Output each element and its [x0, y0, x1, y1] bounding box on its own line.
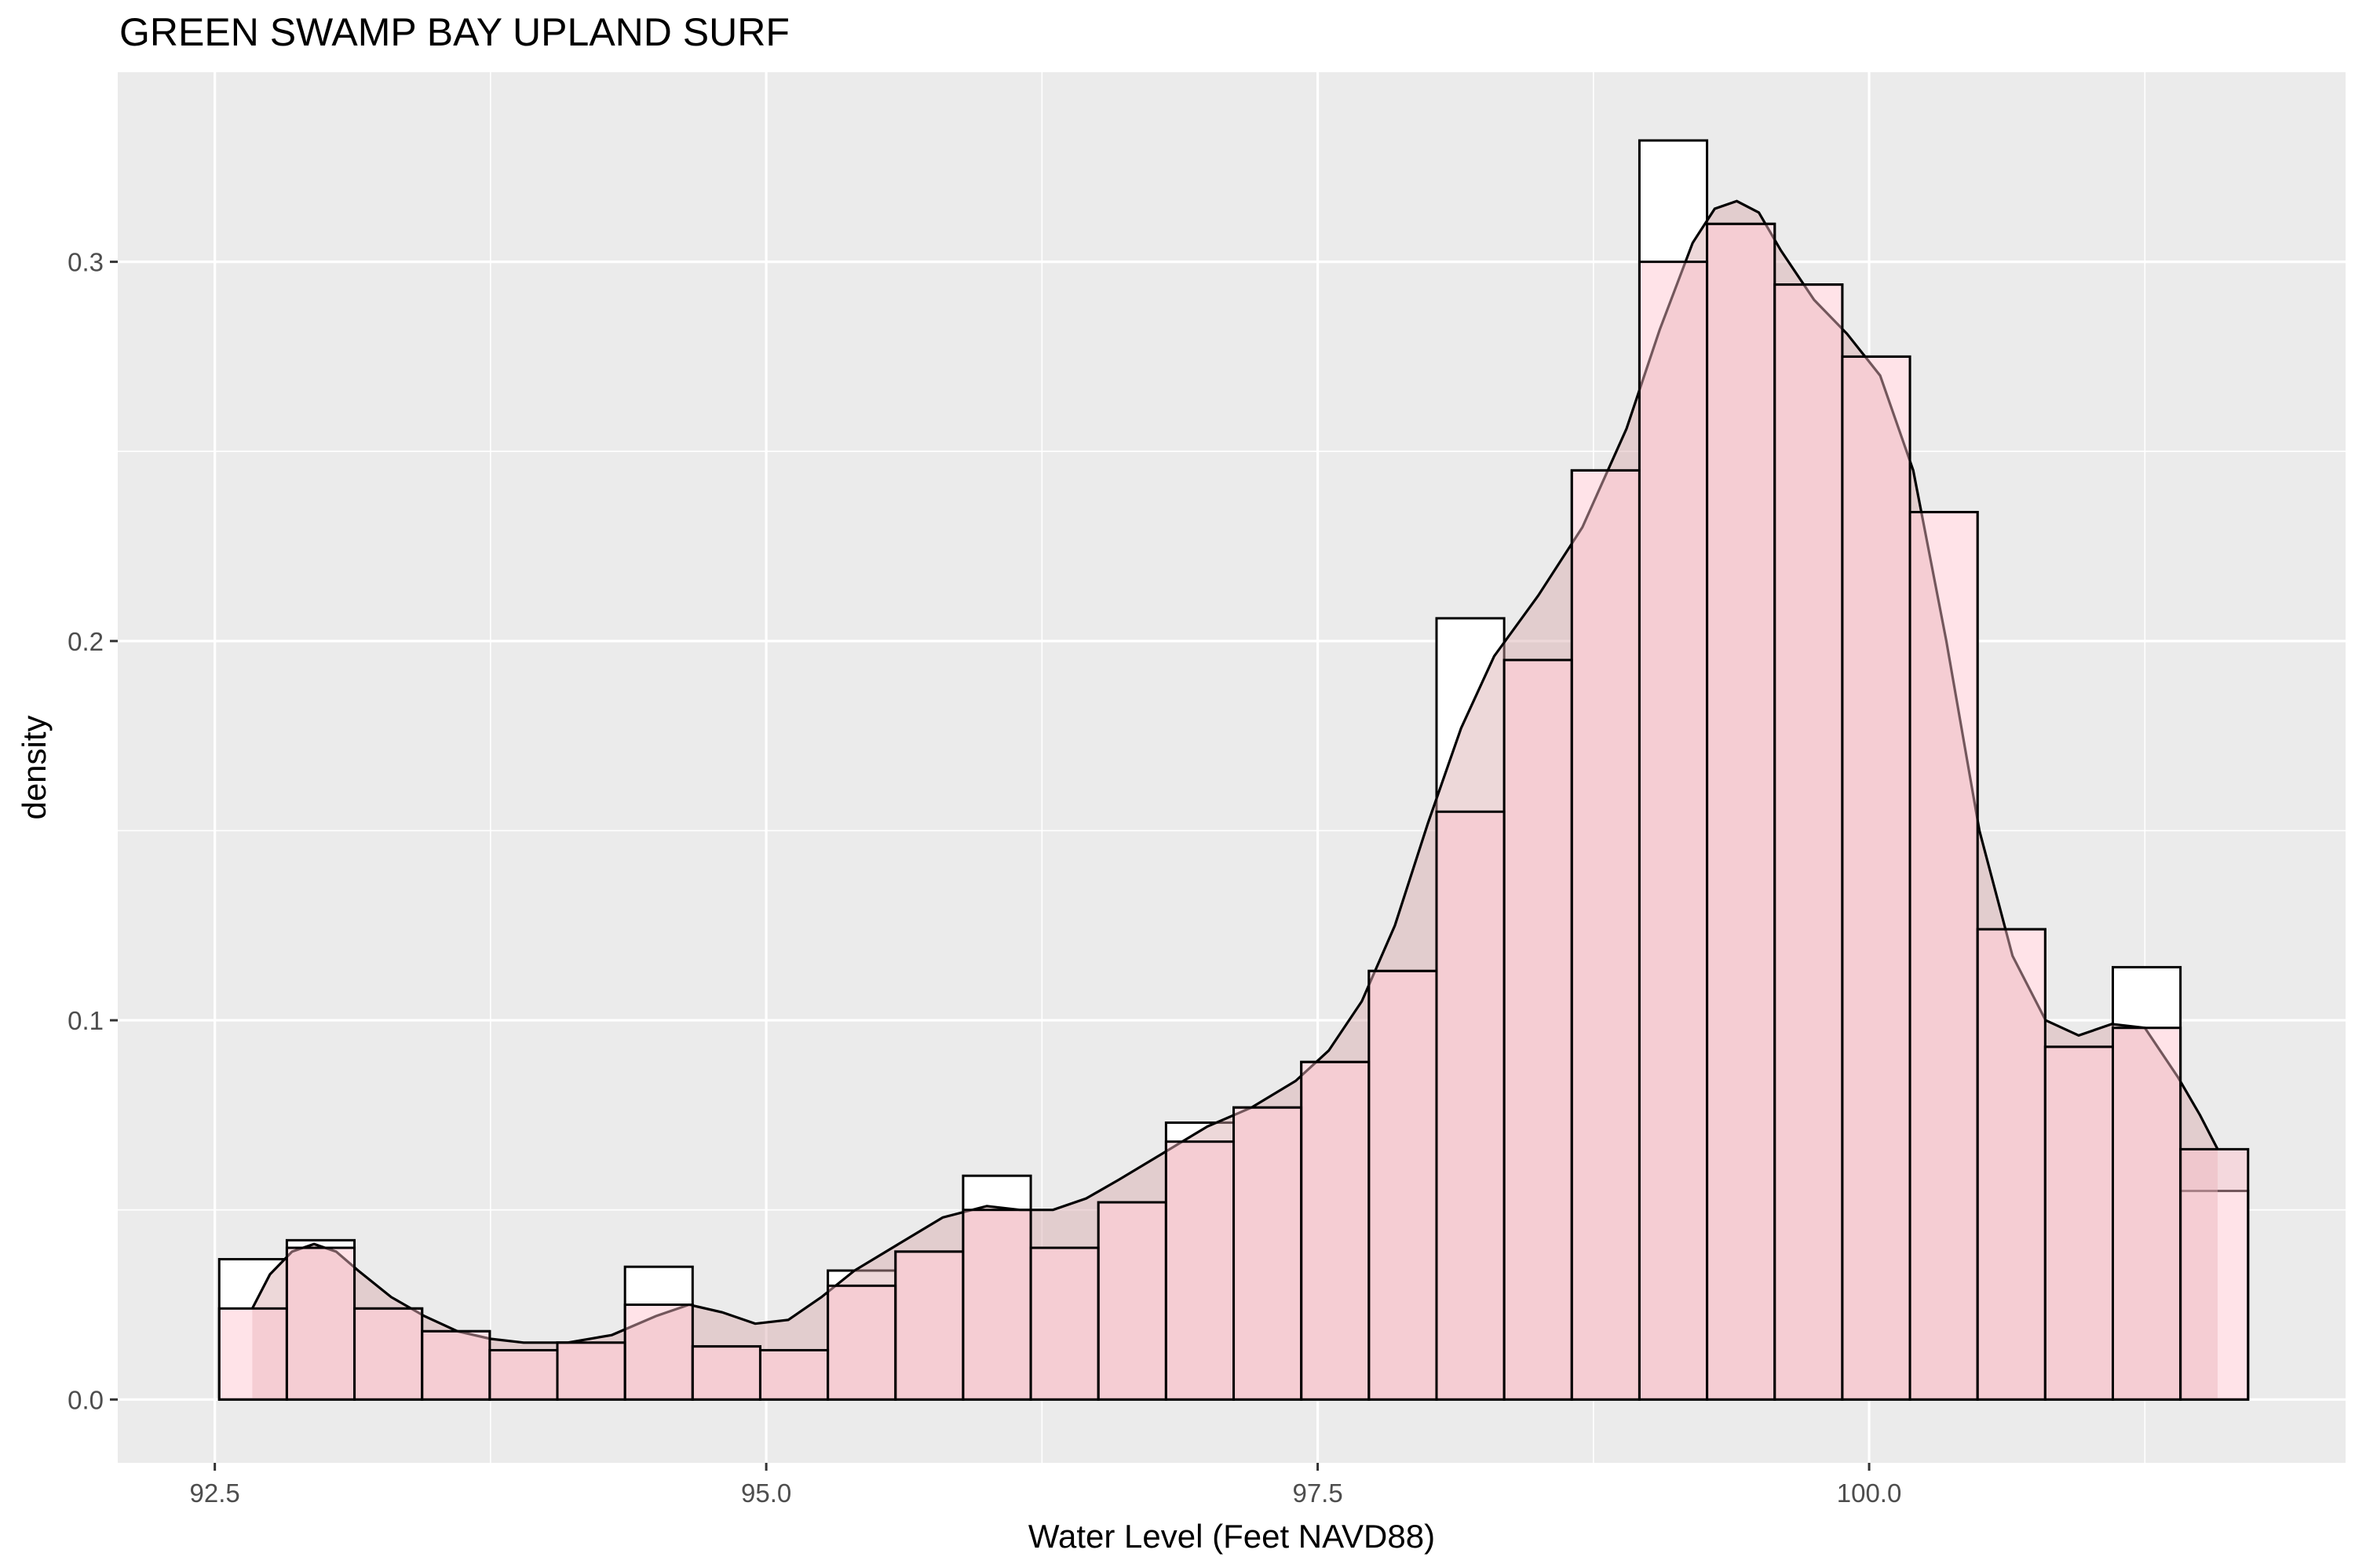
- histogram-inner-bar: [1232, 1106, 1303, 1401]
- histogram-bar: [1232, 1106, 1303, 1401]
- histogram-inner-bar: [488, 1348, 559, 1401]
- histogram-inner-bar: [1502, 658, 1573, 1401]
- x-axis-title: Water Level (Feet NAVD88): [1028, 1518, 1435, 1555]
- histogram-bar: [1435, 617, 1506, 1401]
- histogram-bar: [1029, 1246, 1100, 1401]
- y-tick-label: 0.1: [68, 1006, 104, 1035]
- y-axis-title: density: [16, 715, 53, 819]
- y-axis: 0.0 0.1 0.2 0.3: [68, 248, 118, 1414]
- histogram-bar: [1773, 283, 1844, 1401]
- histogram-inner-bars: [217, 222, 2250, 1401]
- histogram-bar: [1300, 1060, 1371, 1401]
- x-tick-label: 92.5: [190, 1479, 240, 1508]
- histogram-inner-bar: [962, 1209, 1032, 1401]
- histogram-inner-bar: [1976, 928, 2046, 1401]
- histogram-inner-bar: [758, 1348, 830, 1401]
- chart-title: GREEN SWAMP BAY UPLAND SURF: [119, 10, 790, 54]
- y-tick-label: 0.2: [68, 627, 104, 656]
- histogram-bar: [1097, 1201, 1167, 1401]
- histogram-bar: [285, 1238, 356, 1401]
- histogram-inner-bar: [827, 1284, 897, 1401]
- histogram-inner-bar: [2179, 1147, 2250, 1401]
- histogram-inner-bar: [1908, 511, 1979, 1401]
- histogram-inner-bar: [894, 1250, 965, 1401]
- histogram-inner-bar: [1097, 1201, 1167, 1401]
- histogram-inner-bar: [285, 1246, 356, 1401]
- density-curve: [250, 199, 2219, 1344]
- histogram-inner-bar: [556, 1341, 626, 1401]
- histogram-inner-bar: [1300, 1060, 1371, 1401]
- y-tick-label: 0.3: [68, 248, 104, 277]
- histogram-bar: [1908, 511, 1979, 1401]
- y-tick-label: 0.0: [68, 1385, 104, 1414]
- histogram-inner-bar: [1773, 283, 1844, 1401]
- histogram-bar: [1164, 1121, 1236, 1401]
- histogram-inner-bar: [1029, 1246, 1100, 1401]
- histogram-bar: [1706, 222, 1776, 1401]
- x-tick-label: 95.0: [741, 1479, 791, 1508]
- histogram-inner-bar: [1706, 222, 1776, 1401]
- histogram-inner-bar: [1164, 1140, 1236, 1401]
- histogram-inner-bar: [353, 1307, 424, 1401]
- histogram-inner-bar: [421, 1329, 491, 1401]
- histogram-inner-bar: [691, 1345, 761, 1401]
- histogram-inner-bar: [2111, 1026, 2182, 1401]
- density-layer: [250, 199, 2219, 1400]
- density-area: [252, 201, 2218, 1400]
- histogram-inner-bar: [217, 1307, 288, 1401]
- x-tick-label: 100.0: [1837, 1479, 1902, 1508]
- x-tick-label: 97.5: [1292, 1479, 1342, 1508]
- histogram-bars: [217, 139, 2250, 1401]
- histogram-inner-bar: [1570, 469, 1641, 1401]
- x-axis: 92.5 95.0 97.5 100.0: [190, 1463, 1902, 1508]
- histogram-inner-bar: [1367, 969, 1438, 1401]
- histogram-inner-bar: [1435, 810, 1506, 1401]
- histogram-inner-bar: [2043, 1045, 2114, 1401]
- histogram-bar: [1841, 355, 1911, 1401]
- histogram-inner-bar: [1638, 261, 1709, 1401]
- histogram-inner-bar: [623, 1303, 694, 1401]
- histogram-inner-bar: [1841, 355, 1911, 1401]
